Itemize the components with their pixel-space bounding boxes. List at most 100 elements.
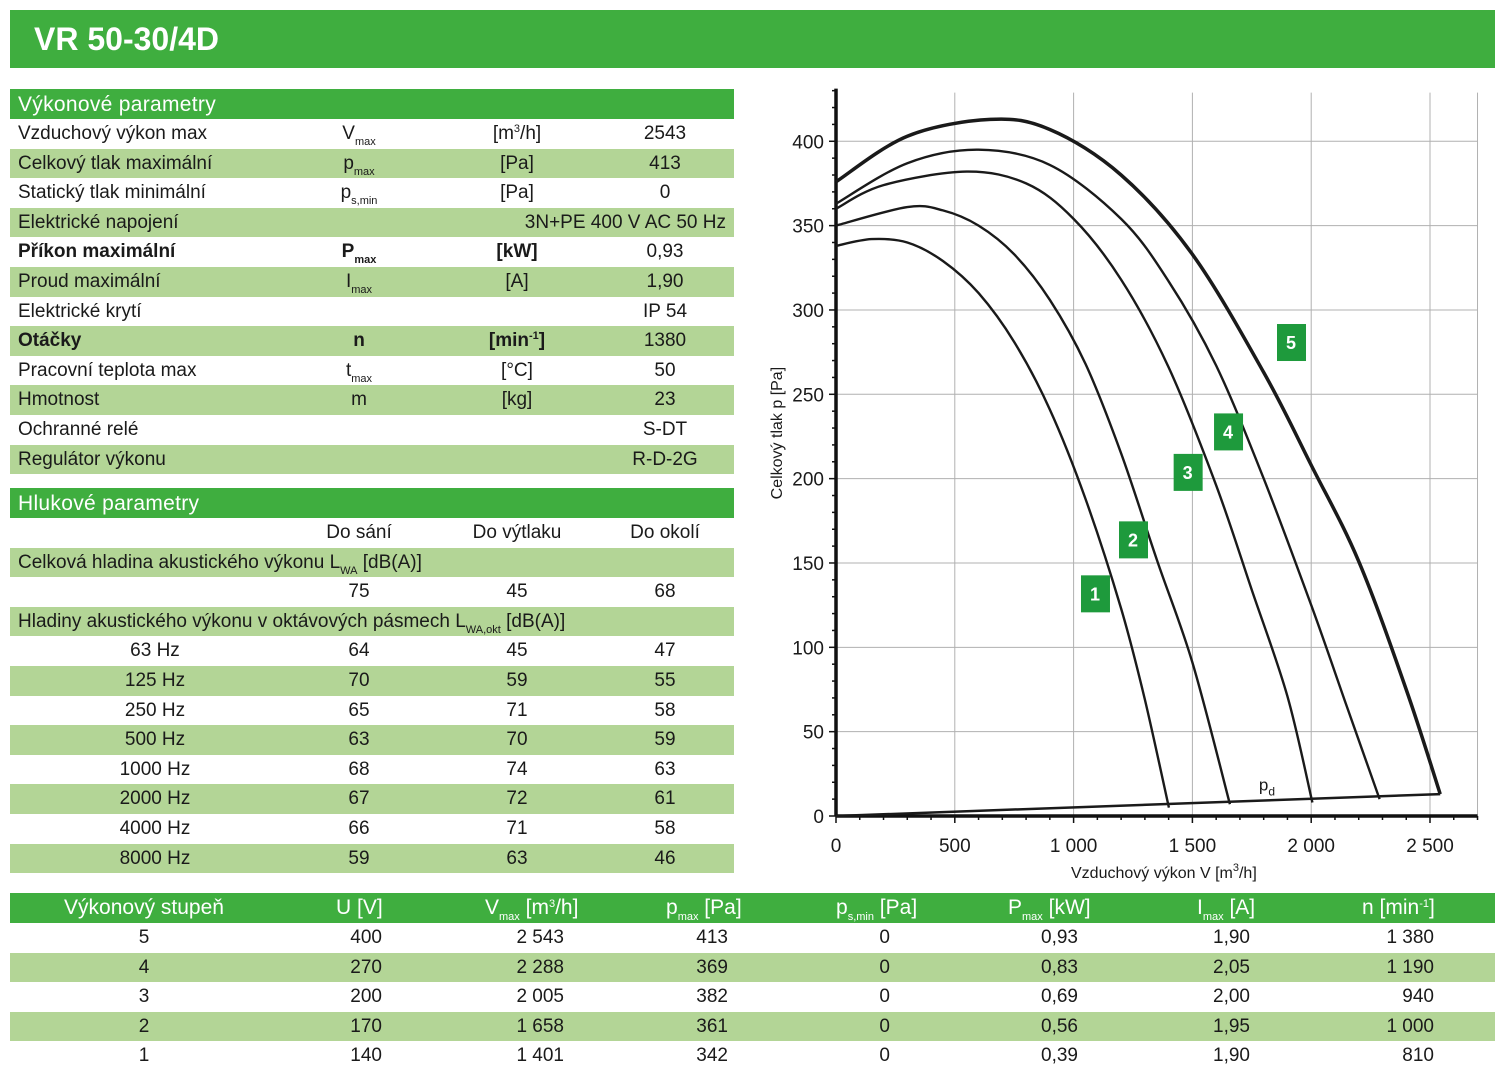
col-vmax-sub: max	[499, 911, 520, 923]
col-pmax-sub: max	[677, 911, 699, 923]
steps-cell: 3	[138, 986, 150, 1008]
noise-octave-label: Hladiny akustického výkonu v oktávových …	[18, 610, 566, 636]
noise-total-values: 75 45 68	[10, 577, 734, 607]
y-tick-label: 300	[792, 301, 824, 322]
steps-cell: 0	[879, 1045, 890, 1067]
noise-band-value: 70	[348, 670, 370, 691]
noise-total-value: 75	[348, 581, 370, 603]
noise-band-frequency: 2000 Hz	[119, 788, 191, 810]
x-tick-label: 0	[831, 836, 842, 857]
steps-cell: 810	[1402, 1045, 1434, 1067]
noise-band-value: 58	[654, 699, 676, 721]
noise-total-label: Celková hladina akustického výkonu LWA […	[18, 551, 422, 577]
y-tick-label: 200	[792, 470, 824, 491]
noise-band-value: 59	[654, 729, 676, 751]
col-pmax: pmax [Pa]	[666, 896, 742, 923]
perf-row: Otáčky n [min-1] 1380	[10, 326, 734, 356]
perf-symbol-sub: max	[351, 284, 373, 296]
perf-symbol-sub: max	[354, 136, 376, 148]
steps-cell: 0,93	[1041, 927, 1078, 948]
y-axis-label: Celkový tlak p [Pa]	[769, 367, 786, 500]
x-tick-label: 2 500	[1406, 836, 1454, 857]
curve-label-1: 1	[1090, 584, 1100, 604]
steps-row: 4 270 2 288 369 0 0,83 2,05 1 190	[10, 952, 1495, 983]
perf-row: Celkový tlak maximální pmax [Pa] 413	[10, 148, 734, 179]
noise-band-row: 8000 Hz 59 63 46	[10, 843, 734, 874]
steps-cell: 1,95	[1213, 1015, 1250, 1037]
y-tick-label: 250	[792, 385, 824, 406]
steps-cell: 1,90	[1213, 927, 1250, 948]
noise-band-value: 59	[506, 670, 528, 691]
perf-label: Vzduchový výkon max	[18, 123, 208, 144]
perf-symbol: tmax	[345, 359, 373, 385]
perf-unit: [°C]	[501, 359, 533, 381]
noise-total-sub: WA	[340, 564, 358, 577]
noise-octave-sub: WA,okt	[465, 623, 501, 636]
noise-total-label-row: Celková hladina akustického výkonu LWA […	[10, 547, 734, 578]
curve-badge-1	[1080, 575, 1110, 613]
noise-band-frequency: 8000 Hz	[119, 847, 191, 869]
unit-sup: 3	[548, 898, 556, 910]
curve-label-5: 5	[1286, 333, 1296, 353]
steps-cell: 0,39	[1041, 1045, 1078, 1067]
perf-symbol: Imax	[345, 271, 373, 296]
page-title: VR 50-30/4D	[34, 21, 219, 57]
unit-sup: 3	[513, 123, 521, 135]
noise-band-value: 70	[506, 729, 528, 751]
steps-cell: 5	[138, 927, 150, 948]
steps-table-header: Výkonový stupeň U [V] Vmax [m3/h] pmax [Pa]…	[10, 893, 1495, 923]
curve-badge-4	[1214, 413, 1244, 451]
perf-unit: [A]	[505, 271, 529, 292]
steps-cell: 170	[350, 1015, 382, 1037]
perf-label: Elektrické krytí	[18, 300, 142, 322]
perf-value: 0	[659, 182, 671, 204]
noise-band-row: 250 Hz 65 71 58	[10, 696, 734, 726]
steps-cell: 2 288	[516, 956, 564, 978]
steps-cell: 270	[350, 956, 382, 978]
steps-cell: 200	[350, 986, 382, 1008]
perf-value: 413	[649, 152, 681, 174]
noise-band-value: 58	[654, 818, 676, 839]
steps-row: 3 200 2 005 382 0 0,69 2,00 940	[10, 982, 1495, 1012]
perf-row: Proud maximální Imax [A] 1,90	[10, 267, 734, 297]
noise-total-value: 68	[654, 581, 676, 603]
steps-cell: 369	[696, 956, 728, 978]
x-axis-label: Vzduchový výkon V [m3/h]	[1071, 862, 1257, 882]
noise-band-value: 61	[654, 788, 676, 810]
perf-row: Elektrické krytí IP 54	[10, 297, 734, 327]
noise-band-row: 4000 Hz 66 71 58	[10, 814, 734, 844]
steps-row: 2 170 1 658 361 0 0,56 1,95 1 000	[10, 1011, 1495, 1042]
noise-octave-label-row: Hladiny akustického výkonu v oktávových …	[10, 606, 734, 637]
y-tick-label: 150	[792, 554, 824, 575]
perf-symbol: pmax	[343, 152, 375, 178]
noise-band-value: 66	[348, 818, 370, 839]
x-tick-label: 2 000	[1287, 836, 1335, 857]
noise-band-value: 74	[506, 758, 528, 780]
noise-col-label: Do sání	[326, 522, 392, 543]
noise-band-value: 63	[654, 758, 676, 780]
perf-heading: Výkonové parametry	[10, 89, 734, 119]
noise-band-row: 500 Hz 63 70 59	[10, 725, 734, 755]
y-tick-label: 400	[792, 132, 824, 153]
pd-line	[835, 792, 1441, 818]
noise-col-label: Do výtlaku	[472, 522, 562, 543]
perf-label: Regulátor výkonu	[18, 448, 166, 470]
noise-band-frequency: 1000 Hz	[119, 758, 191, 780]
steps-cell: 2 543	[516, 927, 564, 948]
curve-label-3: 3	[1183, 463, 1193, 483]
noise-band-value: 68	[348, 758, 370, 780]
performance-chart: 0 50 100 150 200 250 300 350 400 0 500 1 000 1 500 2 …	[769, 88, 1479, 882]
steps-cell: 342	[696, 1045, 728, 1067]
col-n: n [min-1]	[1362, 896, 1435, 919]
perf-value: 0,93	[646, 241, 684, 263]
steps-cell: 0,56	[1041, 1015, 1078, 1037]
perf-label: Statický tlak minimální	[18, 182, 206, 204]
perf-label: Otáčky	[18, 330, 82, 352]
noise-band-value: 65	[348, 699, 370, 721]
curve-series-3	[835, 170, 1314, 803]
perf-value: IP 54	[642, 300, 688, 322]
steps-cell: 1	[138, 1045, 150, 1067]
noise-band-value: 47	[654, 640, 676, 662]
noise-band-value: 55	[654, 670, 676, 691]
col-imax: Imax [A]	[1197, 896, 1256, 923]
